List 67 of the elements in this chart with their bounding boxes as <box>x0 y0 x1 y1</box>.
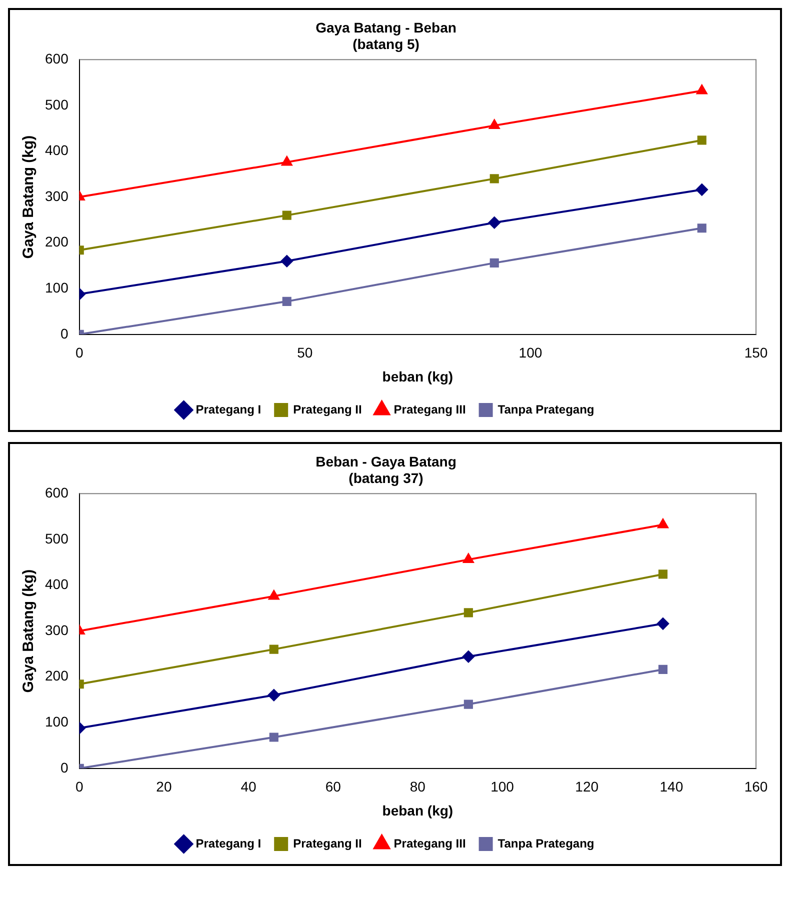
point <box>280 255 293 268</box>
y-tick-label: 0 <box>60 325 69 342</box>
legend-label: Prategang I <box>196 836 262 850</box>
legend-label: Prategang II <box>293 402 362 416</box>
y-tick-label: 400 <box>45 576 69 592</box>
x-tick-label: 60 <box>325 778 342 795</box>
point <box>490 174 499 184</box>
y-tick-label: 100 <box>45 713 69 730</box>
x-axis-title: beban (kg) <box>382 368 454 384</box>
point <box>464 700 473 709</box>
legend-label: Prategang III <box>394 836 466 850</box>
x-tick-label: 0 <box>75 778 84 795</box>
x-tick-label: 80 <box>410 778 426 795</box>
point <box>488 216 500 229</box>
point <box>658 664 668 674</box>
y-axis-title: Gaya Batang (kg) <box>20 135 38 259</box>
y-tick-label: 300 <box>45 188 69 204</box>
point <box>658 570 668 579</box>
x-tick-label: 0 <box>75 344 84 361</box>
point <box>282 296 292 306</box>
x-tick-label: 100 <box>518 344 542 361</box>
point <box>282 156 292 166</box>
legend-label: Prategang I <box>196 402 262 416</box>
y-tick-label: 500 <box>45 530 69 546</box>
chart-title: Gaya Batang - Beban <box>316 19 456 36</box>
point <box>269 644 278 654</box>
point <box>489 120 500 130</box>
x-tick-label: 50 <box>297 344 313 361</box>
y-tick-label: 200 <box>45 234 69 250</box>
legend-label: Tanpa Prategang <box>498 836 594 850</box>
legend-label: Prategang II <box>293 836 362 850</box>
y-tick-label: 0 <box>60 759 69 776</box>
point <box>463 554 474 564</box>
point <box>269 732 278 742</box>
y-tick-label: 600 <box>45 484 69 500</box>
point <box>282 210 292 220</box>
x-tick-label: 40 <box>240 778 257 795</box>
point <box>462 650 474 663</box>
y-tick-label: 600 <box>45 50 69 66</box>
y-tick-label: 100 <box>45 279 69 296</box>
chart-subtitle: (batang 5) <box>352 36 420 52</box>
point <box>697 136 706 145</box>
y-axis-title: Gaya Batang (kg) <box>20 569 38 693</box>
x-tick-label: 160 <box>744 778 768 795</box>
y-tick-label: 400 <box>45 142 69 158</box>
x-tick-label: 120 <box>575 778 599 795</box>
y-tick-label: 300 <box>45 622 69 638</box>
x-tick-label: 100 <box>490 778 514 795</box>
point <box>658 518 668 528</box>
point <box>268 590 280 600</box>
chart-title: Beban - Gaya Batang <box>316 453 456 470</box>
point <box>490 258 499 268</box>
chart-subtitle: (batang 37) <box>348 470 424 486</box>
legend-label: Tanpa Prategang <box>498 402 594 416</box>
x-axis-title: beban (kg) <box>382 802 454 818</box>
legend-label: Prategang III <box>394 402 466 416</box>
point <box>696 84 708 94</box>
x-tick-label: 20 <box>156 778 172 795</box>
x-tick-label: 150 <box>744 344 768 361</box>
point <box>696 184 708 196</box>
point <box>697 224 706 233</box>
point <box>268 689 280 702</box>
point <box>464 608 473 618</box>
x-tick-label: 140 <box>660 778 684 795</box>
y-tick-label: 500 <box>45 96 69 112</box>
point <box>656 618 669 630</box>
y-tick-label: 200 <box>45 668 69 684</box>
